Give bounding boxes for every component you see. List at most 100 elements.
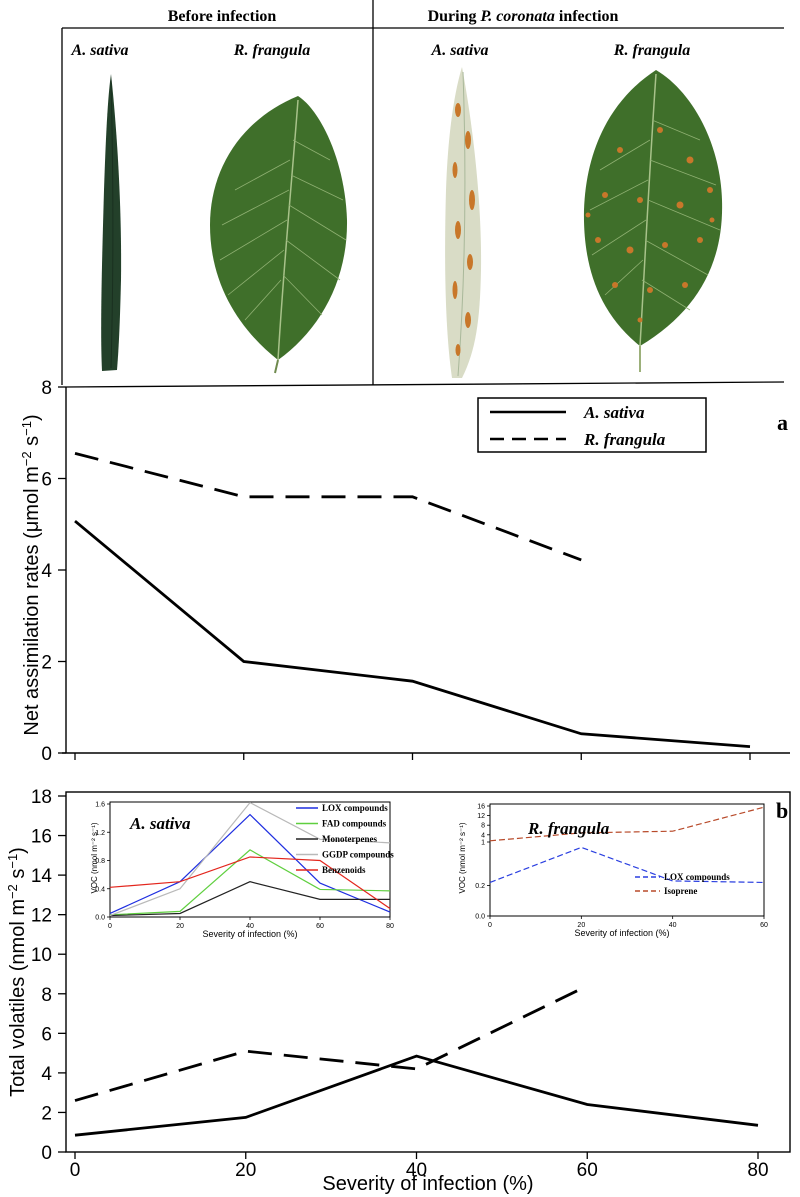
inset-a-ytick-label: 0.0 — [95, 915, 105, 922]
inset-a-legend-label: LOX compounds — [322, 803, 388, 813]
inset-a-xtick-label: 0 — [108, 923, 112, 930]
chart-b-xtick-label: 60 — [577, 1160, 598, 1181]
label-before-a-sativa: A. sativa — [71, 42, 129, 59]
inset-r-series — [489, 806, 765, 884]
chart-b-series-r-frangula — [74, 984, 588, 1102]
legend-r-frangula: R. frangula — [583, 430, 666, 449]
chart-a-ylabel: Net assimilation rates (μmol m−2 s−1) — [19, 414, 43, 735]
chart-b-yticks: 0 2 4 6 8 10 12 14 16 18 — [31, 787, 66, 1164]
inset-r-xtick-label: 0 — [488, 922, 492, 929]
chart-b-ytick-label: 8 — [41, 985, 52, 1006]
inset-a-series-1 — [109, 849, 391, 916]
chart-b-ytick-label: 2 — [41, 1103, 52, 1124]
chart-b-xticks: 0 20 40 60 80 — [70, 1152, 769, 1181]
inset-r-legend: LOX compounds Isoprene — [635, 872, 730, 896]
inset-a-ytick-label: 1.2 — [95, 830, 105, 837]
inset-a-series-0 — [109, 813, 391, 915]
inset-a-series — [109, 801, 391, 917]
inset-r-ytick-label: 4 — [481, 832, 485, 839]
chart-a-xticks — [74, 753, 751, 760]
inset-r-xticks: 0 20 40 60 — [488, 916, 768, 929]
chart-b-frame — [65, 791, 791, 1153]
leaf-healthy-a-sativa — [101, 74, 122, 371]
inset-a-series-4 — [109, 856, 391, 910]
inset-r-ytick-label: 0.2 — [475, 883, 485, 890]
inset-a-ytick-label: 0.4 — [95, 886, 105, 893]
chart-b-ytick-label: 12 — [31, 906, 52, 927]
leaf-infected-a-sativa — [445, 67, 482, 378]
inset-r-yticks: 0.0 0.2 14 8 12 16 — [475, 804, 490, 921]
chart-a: 0 2 4 6 8 Net assimilation rates (μmol m−2 s… — [19, 378, 790, 765]
label-during-r-frangula: R. frangula — [613, 42, 690, 59]
chart-a-yticks: 0 2 4 6 8 — [41, 378, 66, 765]
chart-a-series-r-frangula — [74, 451, 582, 562]
inset-r-title: R. frangula — [527, 819, 610, 838]
inset-r-frangula: 0.0 0.2 14 8 12 16 0 20 40 60 R. frangula VOC (n… — [458, 803, 768, 938]
chart-b-series-a-sativa — [74, 1054, 759, 1137]
chart-b-xlabel: Severity of infection (%) — [322, 1173, 533, 1195]
chart-a-top-border — [65, 381, 785, 388]
inset-a-xtick-label: 40 — [246, 923, 254, 930]
inset-a-legend-label: Benzenoids — [322, 865, 366, 875]
inset-r-xtick-label: 40 — [669, 922, 677, 929]
inset-r-legend-label: Isoprene — [664, 886, 697, 896]
inset-a-xtick-label: 80 — [386, 923, 394, 930]
chart-a-legend: A. sativa R. frangula — [477, 397, 707, 453]
inset-a-ylabel: VOC (nmol m⁻² s⁻¹) — [90, 822, 99, 893]
chart-a-ytick-label: 0 — [41, 744, 52, 765]
chart-b-xtick-label: 40 — [406, 1160, 427, 1181]
chart-b-ytick-label: 6 — [41, 1024, 52, 1045]
chart-a-ytick-label: 4 — [41, 561, 52, 582]
inset-a-series-3 — [109, 801, 391, 917]
inset-a-series-2 — [109, 881, 390, 917]
chart-b-series — [74, 984, 759, 1137]
inset-a-legend: LOX compounds FAD compounds Monoterpenes GG… — [296, 803, 394, 875]
chart-b-xtick-label: 80 — [747, 1160, 768, 1181]
chart-a-ytick-label: 6 — [41, 470, 52, 491]
header-before-infection: Before infection — [168, 8, 277, 25]
inset-r-xlabel: Severity of infection (%) — [574, 928, 669, 938]
inset-r-ytick-label: 16 — [477, 804, 485, 811]
inset-r-frame — [489, 803, 765, 917]
inset-r-ytick-label: 1 — [481, 840, 485, 847]
chart-b-ytick-label: 0 — [41, 1143, 52, 1164]
chart-b-ytick-label: 16 — [31, 827, 52, 848]
chart-b-ytick-label: 4 — [41, 1064, 52, 1085]
inset-r-legend-label: LOX compounds — [664, 872, 730, 882]
chart-b-panel-label: b — [776, 798, 788, 823]
inset-r-series-0 — [489, 846, 765, 884]
inset-r-ytick-label: 0.0 — [475, 914, 485, 921]
inset-a-legend-label: Monoterpenes — [322, 834, 377, 844]
header-during-infection: During P. coronata infection — [428, 8, 619, 25]
chart-a-series-a-sativa — [74, 519, 751, 748]
chart-b-ytick-label: 10 — [31, 945, 52, 966]
inset-a-xticks: 0 20 40 60 80 — [108, 917, 394, 930]
chart-a-legend-box — [477, 397, 707, 453]
label-before-r-frangula: R. frangula — [233, 42, 310, 59]
leaf-infected-r-frangula — [583, 70, 723, 372]
inset-a-yticks: 0.0 0.4 0.8 1.2 1.6 — [95, 802, 110, 922]
chart-b-ytick-label: 18 — [31, 787, 52, 808]
chart-a-series — [74, 451, 751, 748]
inset-a-title: A. sativa — [129, 814, 191, 833]
inset-r-series-1 — [489, 806, 765, 842]
chart-b-ylabel: Total volatiles (nmol m−2 s−1) — [5, 847, 29, 1097]
inset-a-legend-label: FAD compounds — [322, 819, 387, 829]
legend-a-sativa: A. sativa — [583, 403, 645, 422]
inset-a-sativa: 0.0 0.4 0.8 1.2 1.6 0 20 40 60 80 A. sativa VOC … — [90, 801, 394, 939]
inset-a-xlabel: Severity of infection (%) — [202, 929, 297, 939]
inset-a-xtick-label: 60 — [316, 923, 324, 930]
chart-a-panel-label: a — [777, 410, 788, 435]
label-during-a-sativa: A. sativa — [431, 42, 489, 59]
inset-r-ytick-label: 8 — [481, 823, 485, 830]
leaf-healthy-r-frangula — [210, 96, 348, 374]
chart-b-xtick-label: 0 — [70, 1160, 81, 1181]
inset-r-ylabel: VOC (nmol m⁻² s⁻¹) — [458, 822, 467, 893]
inset-r-ytick-label: 12 — [477, 813, 485, 820]
chart-a-ytick-label: 8 — [41, 378, 52, 399]
chart-b-ytick-label: 14 — [31, 866, 53, 887]
inset-a-ytick-label: 0.8 — [95, 858, 105, 865]
inset-a-legend-label: GGDP compounds — [322, 850, 394, 860]
